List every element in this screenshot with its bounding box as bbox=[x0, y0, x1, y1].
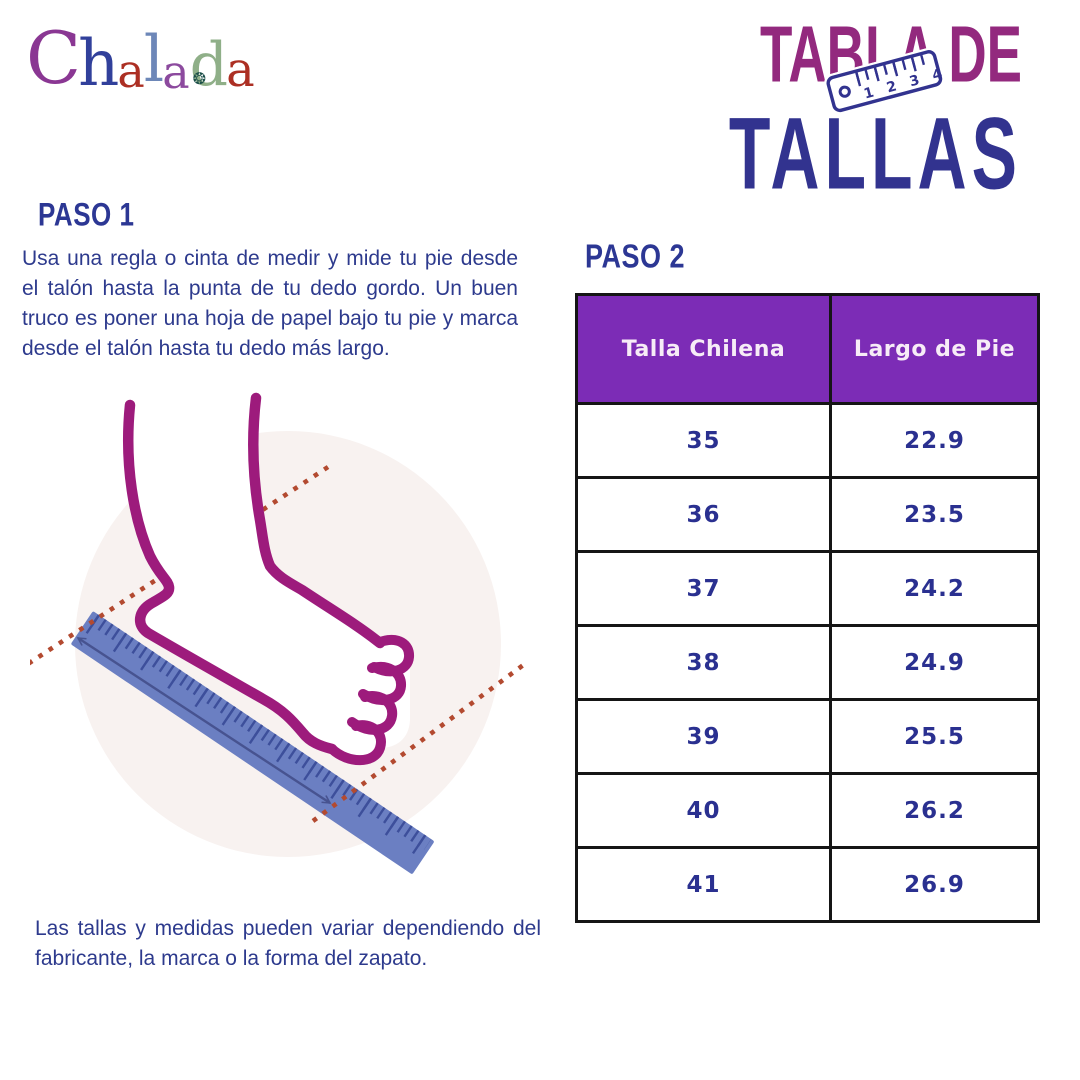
cell-largo-de-pie: 22.9 bbox=[829, 402, 1040, 479]
size-table: Talla Chilena Largo de Pie 35 22.9 36 23.5 3… bbox=[575, 293, 1040, 923]
cell-largo-de-pie: 26.9 bbox=[829, 846, 1040, 923]
cell-largo-de-pie: 24.2 bbox=[829, 550, 1040, 627]
step2-heading: PASO 2 bbox=[585, 237, 686, 275]
cell-talla-chilena: 38 bbox=[575, 624, 832, 701]
brand-letter: l bbox=[143, 23, 165, 97]
foot-measurement-illustration bbox=[30, 392, 528, 874]
cell-largo-de-pie: 26.2 bbox=[829, 772, 1040, 849]
table-row: 41 26.9 bbox=[575, 846, 1040, 923]
brand-letter: a bbox=[117, 44, 145, 98]
measurement-arrow bbox=[78, 636, 330, 805]
cell-talla-chilena: 36 bbox=[575, 476, 832, 553]
title-line-2: TALLAS bbox=[728, 96, 1022, 211]
cell-talla-chilena: 35 bbox=[575, 402, 832, 479]
toe-guide-line bbox=[311, 661, 528, 823]
table-row: 37 24.2 bbox=[575, 550, 1040, 627]
brand-letter: d ❂ bbox=[189, 30, 229, 100]
page-title: TABLA DE TALLAS bbox=[729, 14, 1022, 205]
table-header-row: Talla Chilena Largo de Pie bbox=[575, 293, 1040, 405]
brand-letter: C bbox=[26, 16, 82, 100]
flower-icon: ❂ bbox=[192, 69, 207, 88]
table-row: 39 25.5 bbox=[575, 698, 1040, 775]
cell-talla-chilena: 41 bbox=[575, 846, 832, 923]
table-row: 38 24.9 bbox=[575, 624, 1040, 701]
header-largo-de-pie: Largo de Pie bbox=[829, 293, 1040, 405]
cell-talla-chilena: 39 bbox=[575, 698, 832, 775]
cell-largo-de-pie: 23.5 bbox=[829, 476, 1040, 553]
brand-letter: a bbox=[226, 42, 255, 98]
size-table-body: 35 22.9 36 23.5 37 24.2 38 24.9 39 25.5 40 26.2 41 26… bbox=[575, 402, 1040, 923]
cell-talla-chilena: 40 bbox=[575, 772, 832, 849]
brand-letter: a bbox=[162, 45, 190, 99]
cell-largo-de-pie: 25.5 bbox=[829, 698, 1040, 775]
cell-largo-de-pie: 24.9 bbox=[829, 624, 1040, 701]
brand-letter: h bbox=[78, 27, 120, 101]
step1-heading: PASO 1 bbox=[38, 195, 135, 233]
measuring-tape-icon: 1 2 3 4 bbox=[822, 46, 948, 122]
table-row: 40 26.2 bbox=[575, 772, 1040, 849]
table-row: 36 23.5 bbox=[575, 476, 1040, 553]
heel-guide-line bbox=[30, 465, 330, 666]
foot-outline bbox=[123, 392, 414, 766]
cell-talla-chilena: 37 bbox=[575, 550, 832, 627]
header-talla-chilena: Talla Chilena bbox=[575, 293, 832, 405]
step1-body: Usa una regla o cinta de medir y mide tu… bbox=[22, 247, 518, 360]
footnote: Las tallas y medidas pueden variar depen… bbox=[35, 917, 541, 970]
table-row: 35 22.9 bbox=[575, 402, 1040, 479]
